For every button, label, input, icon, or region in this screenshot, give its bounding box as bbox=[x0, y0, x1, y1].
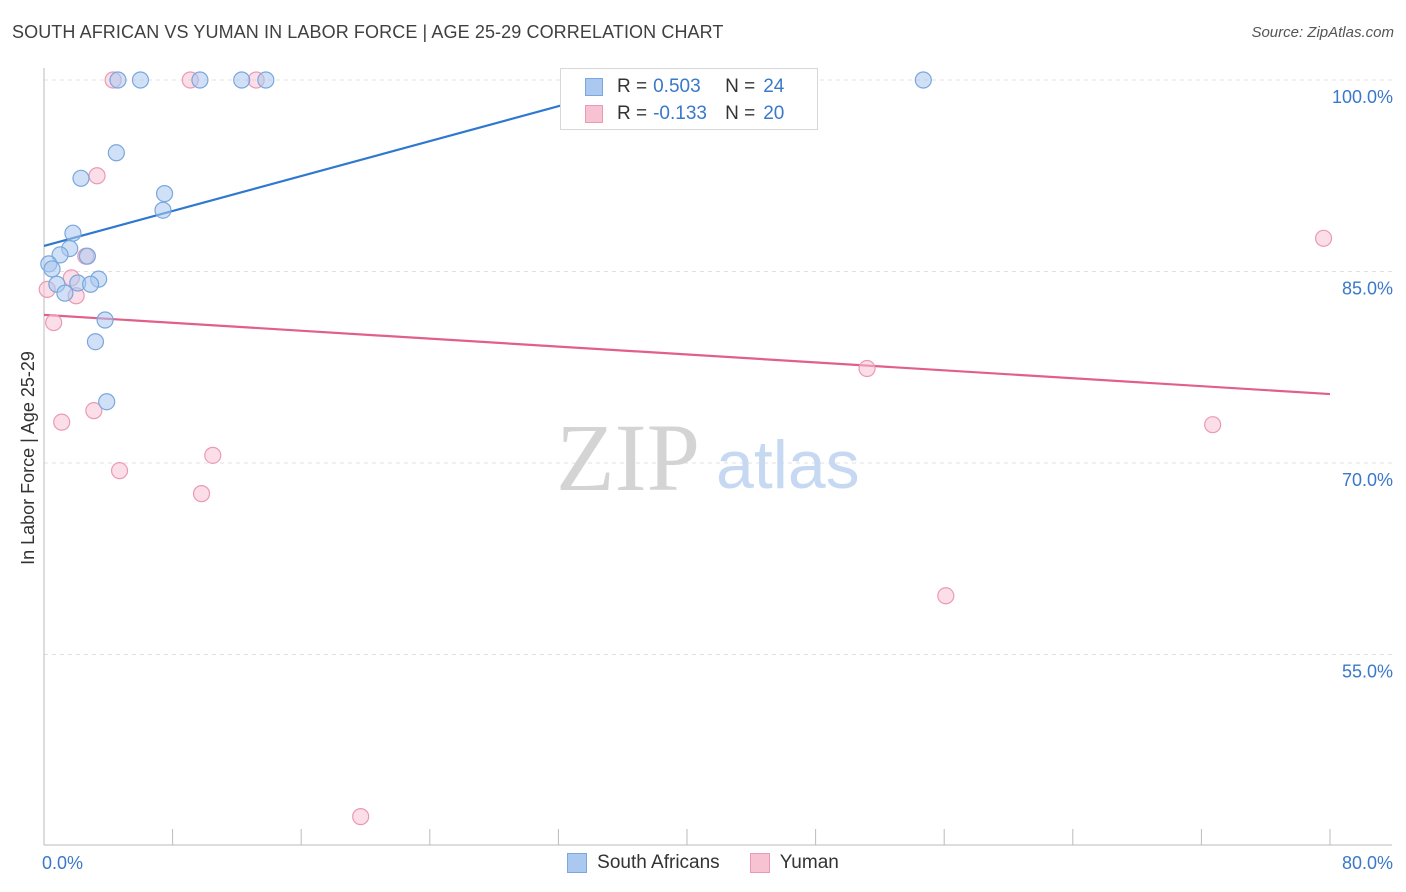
legend-r-label: R = bbox=[617, 103, 648, 124]
legend-item-yuman[interactable]: Yuman bbox=[749, 852, 839, 874]
data-point-pink bbox=[45, 313, 63, 332]
data-point-pink bbox=[110, 462, 129, 480]
legend-r-value: -0.133 bbox=[653, 103, 707, 124]
data-point-blue bbox=[96, 311, 114, 329]
data-point-pink bbox=[85, 402, 103, 420]
data-point-pink bbox=[352, 808, 370, 826]
data-point-blue bbox=[109, 71, 127, 89]
legend-r-label: R = bbox=[617, 76, 648, 97]
source-credit: Source: ZipAtlas.com bbox=[1251, 24, 1394, 41]
data-point-blue bbox=[78, 247, 97, 265]
data-point-pink bbox=[88, 167, 106, 185]
y-tick-label: 70.0% bbox=[1342, 470, 1393, 490]
y-tick-label: 55.0% bbox=[1342, 662, 1393, 682]
data-point-blue bbox=[155, 185, 174, 203]
data-point-blue bbox=[257, 71, 275, 89]
legend-label-south-africans: South Africans bbox=[597, 852, 720, 873]
stats-legend: R = 0.503 N = 24 R = -0.133 N = 20 bbox=[560, 68, 818, 130]
legend-row-yuman: R = -0.133 N = 20 bbox=[585, 101, 784, 127]
legend-swatch-blue bbox=[585, 78, 603, 96]
trend-line-blue bbox=[43, 78, 656, 248]
legend-swatch-blue bbox=[567, 853, 588, 873]
data-point-pink bbox=[858, 359, 876, 378]
data-point-blue bbox=[72, 169, 90, 187]
data-point-blue bbox=[233, 71, 251, 89]
axes bbox=[43, 68, 1392, 846]
series-legend: South Africans Yuman bbox=[0, 852, 1406, 874]
data-point-pink bbox=[937, 587, 955, 605]
trend-lines bbox=[43, 78, 1331, 396]
data-point-blue bbox=[64, 224, 82, 242]
data-point-blue bbox=[43, 260, 61, 278]
legend-row-south-africans: R = 0.503 N = 24 bbox=[585, 74, 784, 100]
trend-line-pink bbox=[43, 313, 1331, 396]
data-point-blue bbox=[154, 201, 172, 219]
legend-r-value: 0.503 bbox=[653, 76, 701, 97]
data-point-pink bbox=[192, 485, 211, 503]
data-point-pink bbox=[1314, 229, 1333, 247]
x-tick-label: 80.0% bbox=[1342, 853, 1393, 873]
data-point-pink bbox=[53, 413, 71, 431]
legend-swatch-pink bbox=[585, 105, 603, 123]
legend-n-label: N = bbox=[725, 76, 756, 97]
data-point-blue bbox=[191, 71, 209, 89]
legend-n-label: N = bbox=[725, 103, 756, 124]
data-point-blue bbox=[107, 144, 125, 162]
tick-labels: 55.0% 70.0% 85.0% 100.0% 0.0% 80.0% bbox=[42, 87, 1393, 873]
data-point-blue bbox=[51, 246, 69, 264]
gridlines bbox=[44, 79, 1392, 655]
data-points bbox=[38, 71, 1333, 826]
data-point-blue bbox=[131, 71, 150, 89]
data-point-blue bbox=[86, 333, 105, 351]
watermark-atlas: atlas bbox=[716, 427, 860, 503]
y-axis-label: In Labor Force | Age 25-29 bbox=[18, 351, 38, 565]
data-point-blue bbox=[82, 275, 100, 293]
data-point-blue bbox=[98, 393, 116, 411]
data-point-pink bbox=[204, 446, 222, 464]
legend-item-south-africans[interactable]: South Africans bbox=[567, 852, 720, 874]
data-point-pink bbox=[1204, 416, 1222, 434]
legend-n-value: 24 bbox=[763, 76, 785, 97]
watermark: ZIP atlas bbox=[556, 404, 860, 511]
data-point-blue bbox=[914, 71, 932, 89]
data-point-blue bbox=[56, 284, 74, 302]
y-tick-label: 100.0% bbox=[1332, 87, 1393, 107]
chart-title: SOUTH AFRICAN VS YUMAN IN LABOR FORCE | … bbox=[12, 22, 724, 42]
legend-n-value: 20 bbox=[763, 103, 785, 124]
legend-swatch-pink bbox=[749, 853, 770, 873]
y-tick-label: 85.0% bbox=[1342, 279, 1393, 299]
watermark-zip: ZIP bbox=[556, 404, 700, 511]
x-tick-label: 0.0% bbox=[42, 853, 83, 873]
legend-label-yuman: Yuman bbox=[779, 852, 839, 873]
